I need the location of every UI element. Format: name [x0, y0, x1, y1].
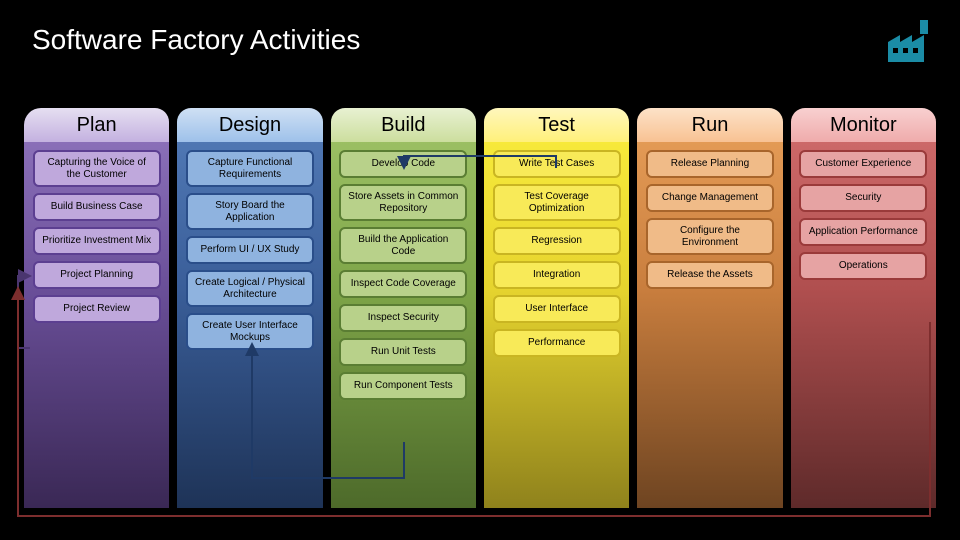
- column-test: Test Write Test Cases Test Coverage Optimi…: [484, 108, 629, 508]
- activity-item: Application Performance: [799, 218, 927, 246]
- activity-item: Release the Assets: [646, 261, 774, 289]
- activity-item: Performance: [493, 329, 621, 357]
- activity-item: Store Assets in Common Repository: [339, 184, 467, 221]
- column-plan: Plan Capturing the Voice of the Customer B…: [24, 108, 169, 508]
- activity-item: Test Coverage Optimization: [493, 184, 621, 221]
- page-title: Software Factory Activities: [32, 24, 360, 56]
- activity-item: Build Business Case: [33, 193, 161, 221]
- activity-item: Security: [799, 184, 927, 212]
- column-monitor: Monitor Customer Experience Security Applic…: [791, 108, 936, 508]
- activity-item: Run Unit Tests: [339, 338, 467, 366]
- activity-item: Story Board the Application: [186, 193, 314, 230]
- activity-item: Create User Interface Mockups: [186, 313, 314, 350]
- column-run: Run Release Planning Change Management Conf…: [637, 108, 782, 508]
- column-build: Build Develop Code Store Assets in Common …: [331, 108, 476, 508]
- activity-item: Perform UI / UX Study: [186, 236, 314, 264]
- activity-item: Write Test Cases: [493, 150, 621, 178]
- column-header-monitor: Monitor: [791, 108, 936, 142]
- column-header-design: Design: [177, 108, 322, 142]
- activity-item: Release Planning: [646, 150, 774, 178]
- slide: Software Factory Activities PlanCapturin…: [0, 0, 960, 540]
- activity-item: Inspect Security: [339, 304, 467, 332]
- column-body: Capturing the Voice of the Customer Build…: [24, 142, 169, 508]
- activity-item: Inspect Code Coverage: [339, 270, 467, 298]
- column-body: Write Test Cases Test Coverage Optimizati…: [484, 142, 629, 508]
- activity-item: Change Management: [646, 184, 774, 212]
- activity-item: Regression: [493, 227, 621, 255]
- column-body: Release Planning Change Management Configu…: [637, 142, 782, 508]
- activity-item: Develop Code: [339, 150, 467, 178]
- activity-item: Create Logical / Physical Architecture: [186, 270, 314, 307]
- activity-item: Run Component Tests: [339, 372, 467, 400]
- activity-item: Build the Application Code: [339, 227, 467, 264]
- activity-item: Prioritize Investment Mix: [33, 227, 161, 255]
- column-body: Capture Functional Requirements Story Boa…: [177, 142, 322, 508]
- activity-item: Customer Experience: [799, 150, 927, 178]
- activity-item: Capture Functional Requirements: [186, 150, 314, 187]
- factory-icon: [884, 18, 932, 67]
- column-header-build: Build: [331, 108, 476, 142]
- columns-container: Plan Capturing the Voice of the Customer B…: [24, 108, 936, 508]
- activity-item: Capturing the Voice of the Customer: [33, 150, 161, 187]
- activity-item: User Interface: [493, 295, 621, 323]
- activity-item: Project Planning: [33, 261, 161, 289]
- column-header-run: Run: [637, 108, 782, 142]
- activity-item: Operations: [799, 252, 927, 280]
- activity-item: Integration: [493, 261, 621, 289]
- activity-item: Project Review: [33, 295, 161, 323]
- column-body: Customer Experience Security Application P…: [791, 142, 936, 508]
- column-header-test: Test: [484, 108, 629, 142]
- column-body: Develop Code Store Assets in Common Repos…: [331, 142, 476, 508]
- column-header-plan: Plan: [24, 108, 169, 142]
- column-design: Design Capture Functional Requirements Sto…: [177, 108, 322, 508]
- activity-item: Configure the Environment: [646, 218, 774, 255]
